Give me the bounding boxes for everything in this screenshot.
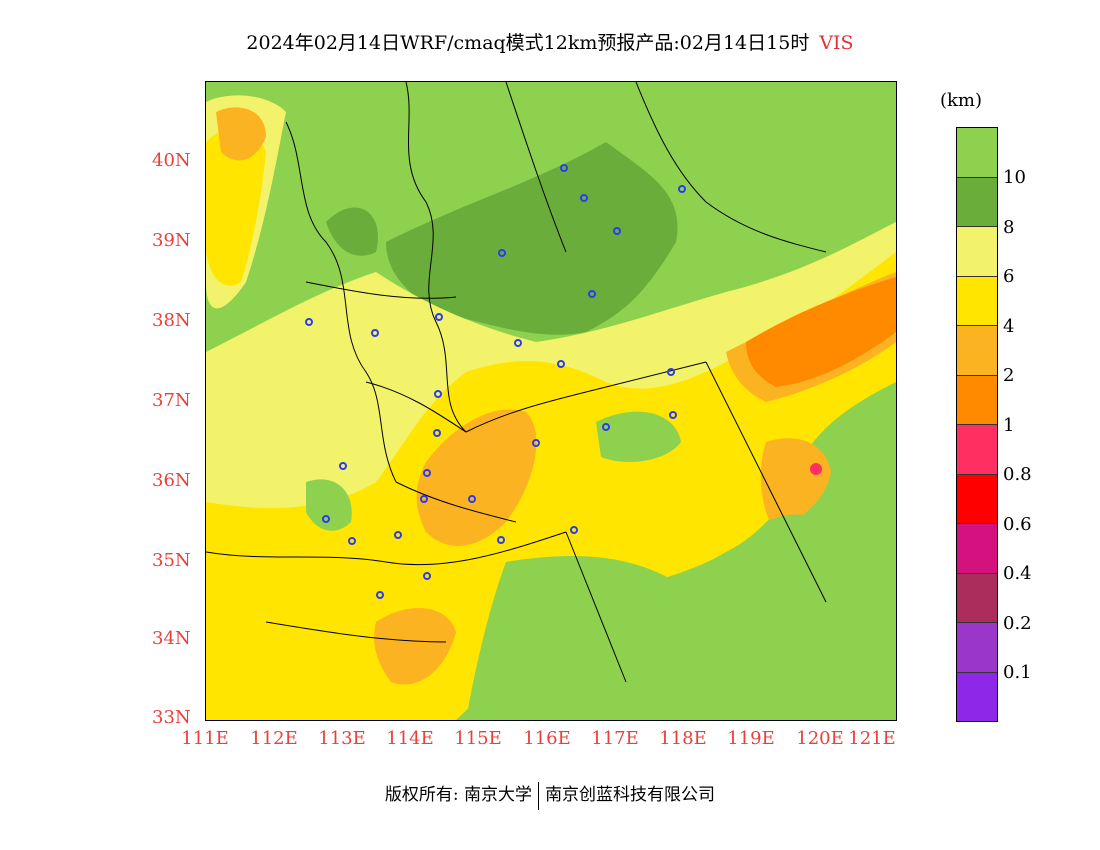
colorbar-swatch [957,128,997,178]
colorbar-label: 0.6 [1003,513,1032,535]
colorbar-label: 10 [1003,167,1026,188]
station-marker [669,411,677,419]
lon-tick: 118E [659,728,707,749]
station-marker [560,164,568,172]
station-marker [394,531,402,539]
lat-tick: 35N [152,550,191,571]
zone-1to2-east [746,277,896,387]
station-marker [371,329,379,337]
colorbar-swatch [957,672,997,721]
station-marker [557,360,565,368]
station-marker [435,313,443,321]
station-marker [423,572,431,580]
station-marker [468,495,476,503]
zone-4to6-nw [206,128,266,286]
lat-tick: 34N [152,628,191,649]
lat-tick: 39N [152,230,191,251]
colorbar-label: 8 [1003,216,1015,238]
station-marker [420,495,428,503]
colorbar-label: 0.2 [1003,612,1032,634]
station-marker [434,390,442,398]
station-marker [305,318,313,326]
zone-green-south [466,556,676,720]
lon-tick: 116E [523,728,571,749]
colorbar-label: 2 [1003,365,1015,386]
station-marker [667,368,675,376]
lon-tick: 119E [727,728,775,749]
zone-lowvis-spot [810,463,822,475]
station-marker [376,591,384,599]
zone-2to4-nw [216,107,266,161]
colorbar-swatch [957,375,997,425]
zone-8to10-west [326,207,378,256]
colorbar-swatch [957,326,997,376]
colorbar-swatch [957,524,997,574]
zone-8to10-north [386,142,678,335]
lon-tick: 117E [591,728,639,749]
title-text: 2024年02月14日WRF/cmaq模式12km预报产品:02月14日15时 [246,32,810,54]
station-marker [613,227,621,235]
variable-label: VIS [819,32,854,54]
colorbar-swatch [957,623,997,673]
station-marker [570,526,578,534]
colorbar-swatch [957,276,997,326]
colorbar-label: 4 [1003,315,1015,337]
credit-right: 南京创蓝科技有限公司 [545,785,716,805]
visibility-map [205,81,897,721]
zone-2to4-south [374,608,456,685]
zone-green-patch-1 [596,411,681,462]
lon-tick: 112E [250,728,298,749]
lon-tick: 120E [796,728,844,749]
credit-left: 版权所有: 南京大学 [384,785,533,805]
colorbar-swatch [957,474,997,524]
zone-2to4-coast [760,438,831,532]
station-marker [339,462,347,470]
station-markers [305,164,686,599]
zone-2to4-center [416,409,537,546]
colorbar-label: 0.1 [1003,662,1032,683]
unit-label: (km) [940,90,983,111]
credit-separator [538,781,540,810]
station-marker [588,290,596,298]
zone-4to6-band [206,252,896,720]
lon-tick: 115E [454,728,502,749]
station-marker [514,339,522,347]
lat-tick: 40N [152,150,191,171]
lon-tick: 111E [181,728,229,749]
zone-green-patch-2 [764,514,846,682]
station-marker [423,469,431,477]
colorbar-swatch [957,227,997,277]
lon-tick: 114E [386,728,434,749]
colorbar-swatch [957,425,997,475]
station-marker [532,439,540,447]
colorbar-swatch [957,573,997,623]
station-marker [498,249,506,257]
station-marker [602,423,610,431]
lat-tick: 36N [152,470,191,491]
station-marker [322,515,330,523]
station-marker [678,185,686,193]
zone-green-patch-3 [306,479,352,531]
credit-line: 版权所有: 南京大学 南京创蓝科技有限公司 [0,780,1100,810]
station-marker [497,536,505,544]
colorbar-swatch [957,177,997,227]
lon-tick: 113E [318,728,366,749]
lon-tick: 121E [848,728,896,749]
colorbar-label: 1 [1003,414,1015,436]
colorbar-label: 0.8 [1003,464,1032,485]
map-title: 2024年02月14日WRF/cmaq模式12km预报产品:02月14日15时 V… [0,28,1100,55]
lat-tick: 33N [152,707,191,728]
lat-tick: 38N [152,310,191,331]
station-marker [348,537,356,545]
colorbar-label: 0.4 [1003,563,1032,584]
colorbar [956,127,998,722]
colorbar-label: 6 [1003,266,1015,287]
province-boundaries [206,82,827,683]
lat-tick: 37N [152,390,191,411]
station-marker [580,194,588,202]
map-canvas [206,82,896,720]
station-marker [433,429,441,437]
